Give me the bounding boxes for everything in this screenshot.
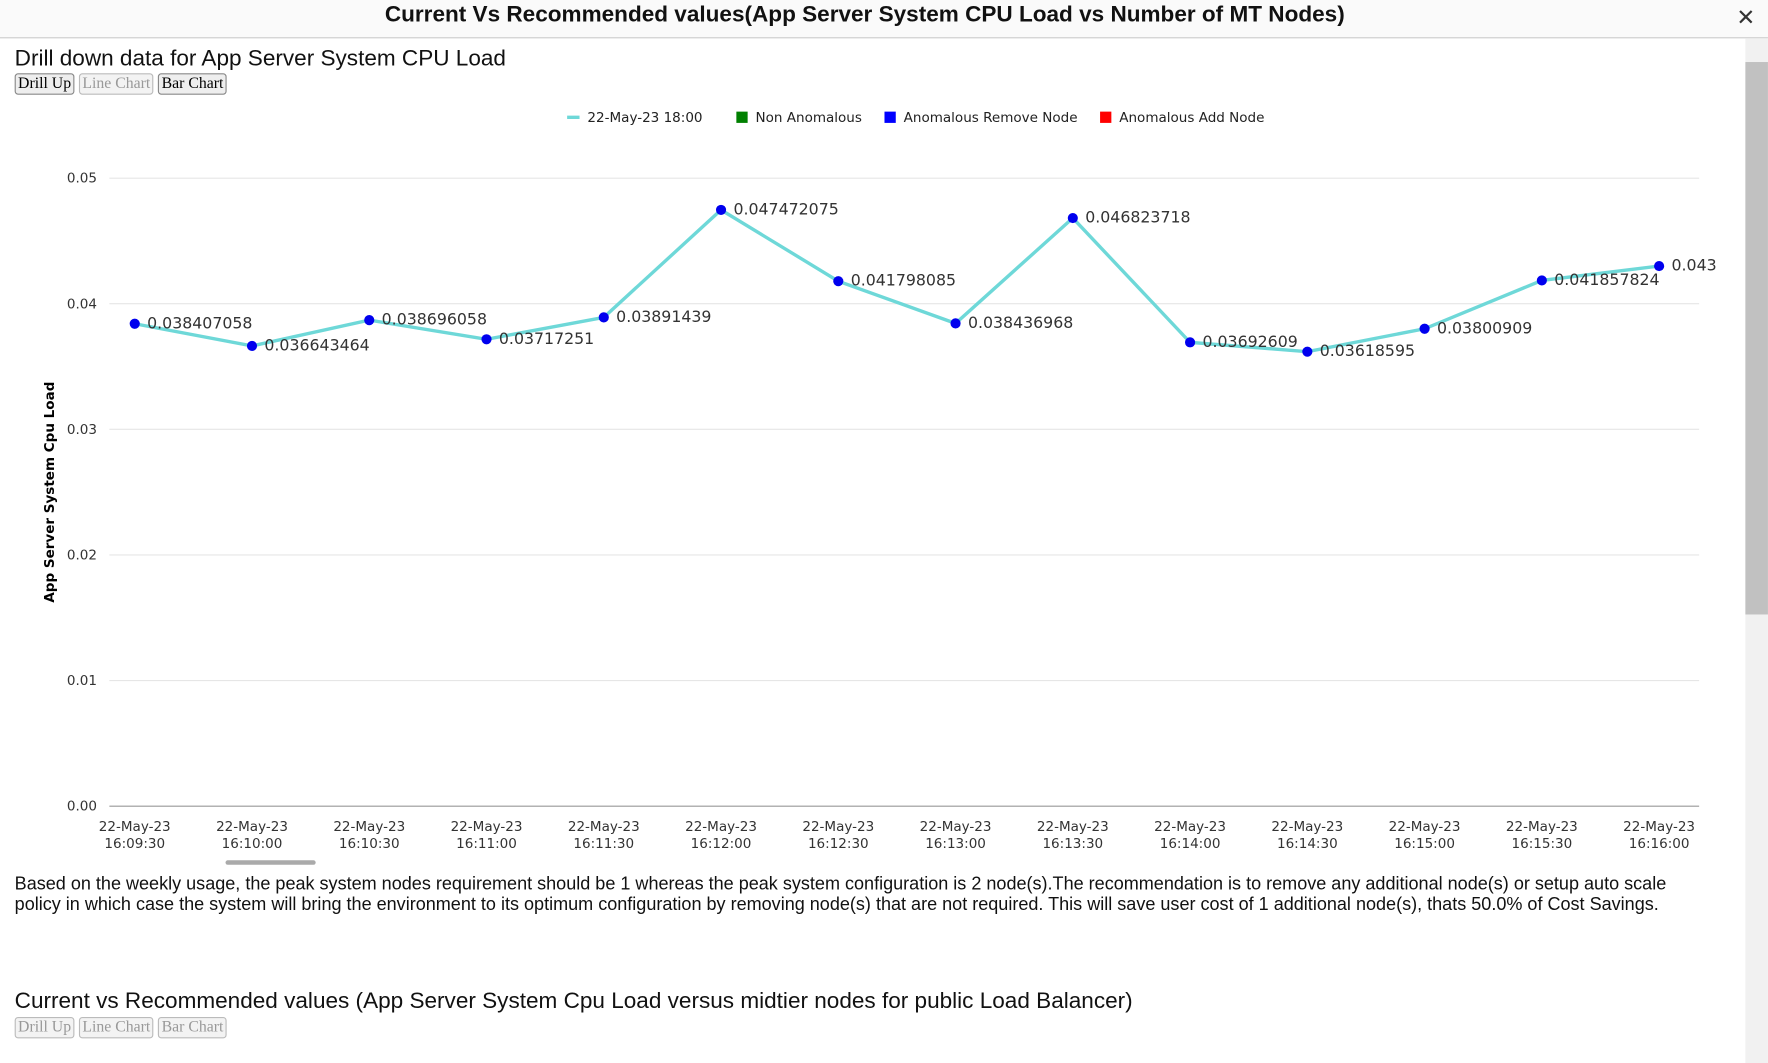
data-label: 0.036643464 [264,335,369,354]
legend-label: Anomalous Add Node [1119,110,1264,126]
x-tick-label: 22-May-23 16:12:30 [802,819,874,852]
data-label: 0.046823718 [1085,208,1190,227]
x-tick-label: 22-May-23 16:12:00 [685,819,757,852]
data-point [598,312,609,323]
data-label: 0.03717251 [499,329,594,348]
y-tick-label: 0.03 [67,422,97,438]
y-tick-label: 0.05 [67,171,97,187]
drill-up-button[interactable]: Drill Up [14,1017,75,1039]
legend-label: 22-May-23 18:00 [587,110,702,126]
horizontal-scroll-thumb [225,860,316,865]
chart: 0.00 0.01 0.02 0.03 0.04 0.05 App Server Syste… [42,110,1717,865]
data-label: 0.038407058 [147,313,252,332]
data-label: 0.047472075 [733,199,838,218]
x-tick-label: 22-May-23 16:13:00 [920,819,992,852]
button-group: Drill Up Line Chart Bar Chart [14,73,227,95]
data-label: 0.03891439 [616,307,711,326]
drill-up-button[interactable]: Drill Up [14,73,75,95]
data-label: 0.03692609 [1202,332,1297,351]
data-point [1302,346,1313,357]
recommendation-text: Based on the weekly usage, the peak syst… [14,874,1667,915]
legend-swatch [736,111,748,123]
legend-label: Non Anomalous [756,110,862,126]
data-point [1419,323,1430,334]
data-label: 0.03800909 [1437,318,1532,337]
data-point [1185,337,1196,348]
data-point [950,318,961,329]
data-label: 0.041798085 [851,271,956,290]
data-point [364,315,375,326]
data-label: 0.043 [1672,256,1717,275]
scrollbar-thumb[interactable] [1745,62,1768,615]
data-point [1067,212,1078,224]
line-chart-button[interactable]: Line Chart [78,1017,154,1039]
data-point [481,334,492,345]
title-bar: Current Vs Recommended values(App Server… [0,0,1768,39]
data-point [246,340,258,351]
data-point [129,318,140,329]
data-line [134,207,1660,354]
x-tick-label: 22-May-23 16:11:30 [568,819,640,852]
line-chart-button: Line Chart [78,73,154,95]
x-tick-label: 22-May-23 16:10:30 [333,819,405,852]
data-point [1654,260,1665,272]
data-label: 0.038696058 [382,310,487,329]
data-point [833,276,844,287]
y-tick-label: 0.02 [67,547,97,563]
x-tick-label: 22-May-23 16:16:00 [1623,819,1695,852]
x-tick-label: 22-May-23 16:13:30 [1037,819,1109,852]
y-tick-label: 0.04 [67,296,97,312]
data-label: 0.03618595 [1320,341,1415,360]
bar-chart-button[interactable]: Bar Chart [158,73,227,95]
legend-swatch [884,111,896,123]
legend-swatch [1100,111,1112,123]
x-tick-label: 22-May-23 16:11:00 [451,819,523,852]
x-tick-label: 22-May-23 16:10:00 [216,819,288,852]
y-tick-label: 0.00 [67,799,97,815]
x-tick-label: 22-May-23 16:14:00 [1154,819,1226,852]
dialog-title: Current Vs Recommended values(App Server… [384,2,1345,28]
section-title: Drill down data for App Server System CP… [14,46,506,72]
y-axis-label: App Server System Cpu Load [42,382,58,603]
legend-label: Anomalous Remove Node [904,110,1078,126]
x-tick-label: 22-May-23 16:14:30 [1271,819,1343,852]
y-tick-label: 0.01 [67,673,97,689]
data-label: 0.041857824 [1554,270,1659,289]
x-tick-label: 22-May-23 16:15:30 [1506,819,1578,852]
section-title: Current vs Recommended values (App Serve… [14,988,1133,1014]
data-point [1536,275,1547,286]
x-tick-label: 22-May-23 16:09:30 [99,819,171,852]
data-label: 0.038436968 [968,313,1073,332]
data-point [715,204,727,215]
button-group: Drill Up Line Chart Bar Chart [14,1017,227,1039]
bar-chart-button[interactable]: Bar Chart [158,1017,227,1039]
close-button[interactable]: ✕ [1736,3,1756,31]
x-tick-label: 22-May-23 16:15:00 [1389,819,1461,852]
